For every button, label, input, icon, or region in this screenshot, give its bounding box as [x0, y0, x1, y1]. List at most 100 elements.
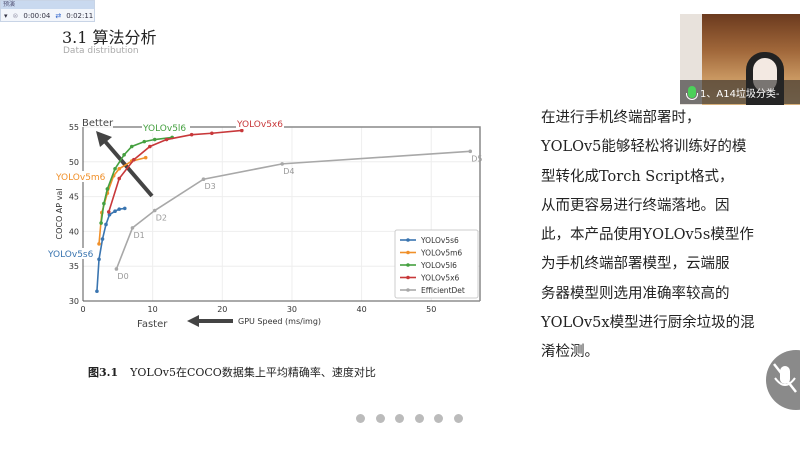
- y-tick-label: 50: [69, 158, 79, 167]
- microphone-muted-icon: [773, 363, 797, 393]
- data-point: [201, 177, 206, 181]
- legend-marker: [406, 275, 410, 280]
- point-label: D3: [204, 182, 215, 191]
- data-point: [104, 222, 108, 227]
- slide-title: 3.1 算法分析: [62, 28, 157, 47]
- y-axis-label: COCO AP val: [55, 188, 64, 239]
- page-dot[interactable]: [453, 414, 463, 423]
- data-point: [117, 176, 122, 181]
- data-point: [95, 289, 99, 294]
- paragraph-line: YOLOv5x模型进行厨余垃圾的混: [541, 315, 755, 332]
- x-tick-label: 40: [357, 305, 367, 314]
- paragraph-line: 此，本产品使用YOLOv5s模型作: [541, 227, 754, 244]
- x-axis-label: GPU Speed (ms/img): [238, 317, 321, 326]
- y-tick-label: 55: [69, 123, 79, 132]
- page-dot[interactable]: [375, 414, 385, 423]
- legend-marker: [406, 263, 410, 267]
- data-point: [210, 131, 214, 136]
- legend-entry: YOLOv5m6: [420, 249, 462, 258]
- series-label: YOLOv5x6: [236, 120, 283, 130]
- stop-icon[interactable]: ⊗: [12, 11, 19, 20]
- data-point: [107, 212, 112, 217]
- x-tick-label: 30: [287, 305, 297, 314]
- series-label: YOLOv5s6: [47, 250, 94, 260]
- faster-arrowhead: [187, 315, 199, 327]
- data-point: [129, 144, 134, 149]
- paragraph-line: 务器模型则选用准确率较高的: [541, 285, 730, 302]
- paragraph-line: 在进行手机终端部署时，: [541, 110, 701, 126]
- webcam-caption-bar: 1、A14垃圾分类-: [680, 80, 800, 104]
- page-dot[interactable]: [434, 414, 443, 423]
- caption-text: YOLOv5在COCO数据集上平均精确率、速度对比: [130, 366, 376, 379]
- video-player-bar: 预演 ▾ ⊗ 0:00:04 ⇄ 0:02:11: [0, 0, 95, 22]
- y-tick-label: 40: [69, 227, 79, 236]
- data-point: [102, 201, 106, 206]
- legend-entry: EfficientDet: [421, 286, 465, 295]
- page-dot[interactable]: [414, 414, 424, 423]
- x-tick-label: 50: [426, 305, 436, 314]
- series-label-bg: [47, 248, 95, 259]
- data-point: [164, 137, 169, 142]
- y-tick-label: 30: [69, 297, 79, 306]
- series-label-bg: [236, 118, 284, 129]
- page-dot[interactable]: [356, 414, 365, 423]
- series-label-bg: [142, 122, 190, 133]
- point-label: D1: [133, 231, 144, 240]
- data-point: [100, 237, 105, 241]
- data-point: [468, 149, 473, 154]
- page-dot[interactable]: [395, 414, 404, 423]
- slide-subtitle: Data distribution: [63, 46, 139, 56]
- elapsed-time: 0:00:04: [23, 11, 51, 20]
- data-point: [106, 210, 111, 214]
- data-point: [130, 226, 135, 230]
- data-point: [142, 139, 147, 144]
- data-point: [99, 221, 103, 225]
- data-point: [152, 137, 157, 142]
- data-point: [114, 267, 119, 271]
- legend-entry: YOLOv5s6: [420, 236, 459, 245]
- series-line: [115, 150, 471, 270]
- data-point: [240, 128, 244, 133]
- dropdown-icon[interactable]: ▾: [4, 11, 8, 20]
- data-point: [113, 166, 117, 171]
- series-label: YOLOv5l6: [142, 124, 186, 134]
- data-point: [117, 166, 122, 171]
- data-point: [113, 209, 117, 214]
- series-label-bg: [55, 171, 103, 182]
- data-point: [122, 153, 126, 157]
- legend: [394, 229, 479, 299]
- frame-line: [113, 126, 481, 301]
- better-label: Better: [82, 118, 114, 129]
- legend-marker: [406, 288, 410, 292]
- total-time: 0:02:11: [66, 11, 94, 20]
- webcam-view: 1、A14垃圾分类-: [680, 14, 800, 105]
- paragraph-line: 从而更容易进行终端落地。因: [541, 197, 730, 214]
- microphone-muted-button[interactable]: [766, 350, 800, 410]
- data-point: [122, 206, 127, 211]
- point-label: D0: [117, 272, 128, 281]
- y-tick-label: 45: [69, 193, 79, 202]
- loop-icon[interactable]: ⇄: [55, 11, 62, 20]
- series-line: [108, 129, 242, 213]
- figure-caption: 图3.1 YOLOv5在COCO数据集上平均精确率、速度对比: [88, 364, 376, 380]
- paragraph-line: 型转化成Torch Script格式，: [541, 168, 734, 185]
- y-tick-label: 35: [69, 262, 79, 271]
- data-point: [280, 162, 284, 166]
- legend-marker: [406, 250, 410, 255]
- data-point: [132, 157, 136, 162]
- slide-paragraph: 在进行手机终端部署时， YOLOv5能够轻松将训练好的模 型转化成Torch Scr…: [541, 104, 796, 368]
- point-label: D2: [156, 214, 167, 223]
- slide-pagination: [356, 414, 463, 423]
- x-tick-label: 10: [148, 305, 158, 314]
- point-label: D4: [283, 167, 294, 176]
- legend-marker: [406, 238, 410, 242]
- data-point: [143, 155, 148, 160]
- data-point: [97, 257, 101, 262]
- x-tick-label: 0: [80, 305, 85, 314]
- better-arrowhead: [96, 131, 112, 147]
- webcam-caption: 1、A14垃圾分类-: [700, 88, 780, 100]
- paragraph-line: 为手机终端部署模型，云端服: [541, 256, 730, 273]
- point-label: D5: [471, 154, 482, 163]
- paragraph-line: YOLOv5能够轻松将训练好的模: [541, 139, 747, 156]
